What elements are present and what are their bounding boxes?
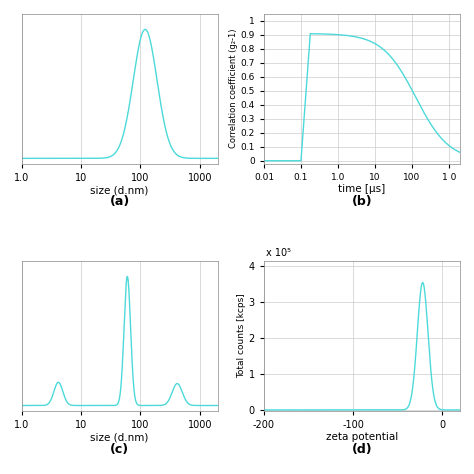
Text: (a): (a) — [109, 195, 130, 209]
X-axis label: size (d.nm): size (d.nm) — [91, 432, 149, 442]
Text: (c): (c) — [110, 443, 129, 456]
Text: x 10⁵: x 10⁵ — [266, 248, 291, 258]
Y-axis label: Total counts [kcps]: Total counts [kcps] — [237, 293, 246, 378]
Text: (b): (b) — [352, 195, 373, 209]
X-axis label: size (d.nm): size (d.nm) — [91, 185, 149, 195]
X-axis label: time [μs]: time [μs] — [338, 184, 386, 194]
Y-axis label: Correlation coefficient (g₂-1): Correlation coefficient (g₂-1) — [229, 29, 238, 148]
X-axis label: zeta potential: zeta potential — [326, 432, 398, 442]
Text: (d): (d) — [352, 443, 373, 456]
